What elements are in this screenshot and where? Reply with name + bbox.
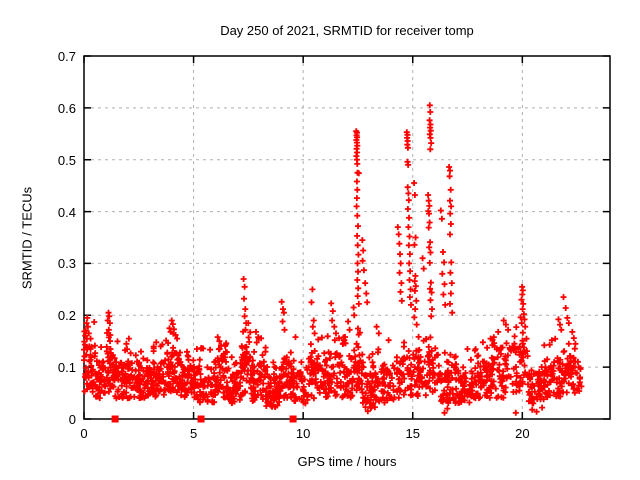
y-tick-label: 0.7 [57, 49, 76, 64]
y-tick-label: 0.3 [57, 256, 76, 272]
y-tick-label: 0.2 [57, 308, 76, 324]
x-tick-label: 20 [515, 426, 530, 441]
tick-marks [83, 55, 610, 420]
x-axis-label: GPS time / hours [297, 454, 397, 469]
plot-border [83, 55, 611, 420]
x-tick-label: 5 [189, 426, 198, 441]
y-tick-label: 0.1 [57, 360, 76, 376]
chart-title: Day 250 of 2021, SRMTID for receiver tom… [220, 23, 474, 38]
data-points-plus [81, 102, 585, 416]
y-tick-label: 0.4 [57, 204, 76, 220]
x-tick-label: 15 [405, 426, 420, 441]
axis-square-marker [111, 415, 119, 423]
y-tick-label: 0.5 [57, 152, 76, 168]
axis-square-marker [289, 415, 297, 423]
x-tick-label: 0 [80, 426, 88, 441]
x-tick-label: 10 [295, 426, 311, 441]
y-axis-label: SRMTID / TECUs [19, 186, 35, 290]
grid-lines [84, 56, 610, 419]
axis-square-marker [197, 415, 205, 423]
y-tick-label: 0.6 [57, 100, 76, 116]
y-tick-label: 0 [68, 412, 76, 427]
